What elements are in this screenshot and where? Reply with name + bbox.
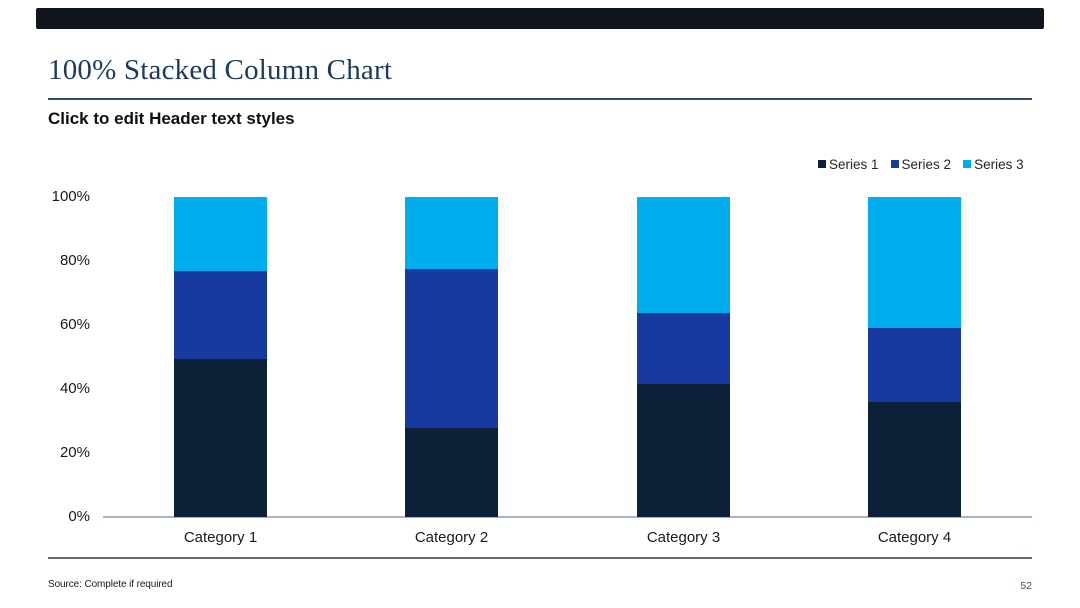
legend-item-series-1[interactable]: Series 1 — [818, 157, 879, 172]
segment-series-1-category-2[interactable] — [405, 428, 498, 517]
top-accent-bar — [36, 8, 1044, 29]
segment-series-1-category-4[interactable] — [868, 402, 961, 517]
column-category-3[interactable] — [637, 197, 730, 517]
category-label-category-1: Category 1 — [183, 529, 258, 546]
segment-series-3-category-3[interactable] — [637, 197, 730, 313]
legend-label: Series 3 — [974, 156, 1024, 172]
category-label-category-3: Category 3 — [646, 529, 721, 546]
segment-series-2-category-2[interactable] — [405, 269, 498, 428]
title-divider — [48, 98, 1032, 100]
source-text[interactable]: Source: Complete if required — [48, 579, 173, 590]
column-category-2[interactable] — [405, 197, 498, 517]
segment-series-3-category-1[interactable] — [174, 197, 267, 271]
legend-swatch-icon — [818, 160, 826, 168]
segment-series-2-category-3[interactable] — [637, 312, 730, 384]
column-category-4[interactable] — [868, 197, 961, 517]
column-category-1[interactable] — [174, 197, 267, 517]
segment-series-1-category-3[interactable] — [637, 383, 730, 517]
legend-item-series-3[interactable]: Series 3 — [963, 157, 1024, 172]
chart-legend: Series 1 Series 2 Series 3 — [818, 156, 1024, 172]
page-number: 52 — [1020, 580, 1032, 592]
legend-item-series-2[interactable]: Series 2 — [890, 156, 952, 172]
slide-title[interactable]: 100% Stacked Column Chart — [48, 54, 393, 86]
plot-area[interactable] — [103, 197, 1032, 517]
segment-series-3-category-4[interactable] — [868, 197, 961, 329]
y-tick-label-0pct: 0% — [68, 508, 90, 525]
y-axis: 100% 80% 60% 40% 20% 0% — [30, 188, 90, 525]
y-tick-label-20pct: 20% — [59, 444, 90, 461]
segment-series-2-category-1[interactable] — [174, 270, 267, 359]
legend-swatch-icon — [890, 160, 899, 168]
category-label-category-2: Category 2 — [414, 529, 489, 546]
y-tick-label-100pct: 100% — [51, 188, 90, 205]
x-axis-labels: Category 1 Category 2 Category 3 Category 4 — [0, 529, 1080, 549]
y-tick-label-40pct: 40% — [59, 380, 90, 397]
segment-series-1-category-1[interactable] — [174, 358, 267, 517]
footer-divider — [48, 557, 1032, 559]
segment-series-2-category-4[interactable] — [868, 328, 961, 403]
x-axis-line — [103, 516, 1032, 518]
y-tick-label-60pct: 60% — [59, 316, 90, 333]
segment-series-3-category-2[interactable] — [405, 197, 498, 269]
legend-swatch-icon — [963, 160, 972, 168]
legend-label: Series 2 — [901, 156, 952, 172]
category-label-category-4: Category 4 — [877, 529, 952, 546]
legend-label: Series 1 — [829, 156, 879, 172]
y-tick-label-80pct: 80% — [59, 252, 90, 269]
header-text-placeholder[interactable]: Click to edit Header text styles — [48, 109, 295, 128]
